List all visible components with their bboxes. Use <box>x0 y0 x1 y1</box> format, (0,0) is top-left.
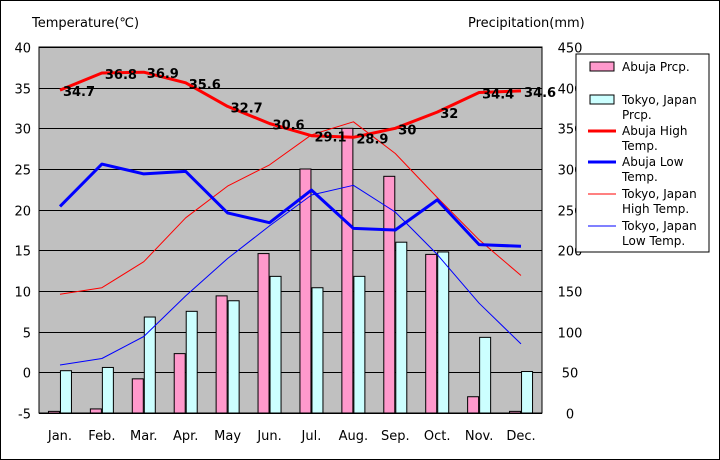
x-tick-label: Mar. <box>130 429 157 444</box>
bar-abuja-prcp <box>341 127 354 414</box>
abuja-high-data-label: 34.7 <box>63 85 95 100</box>
x-tick-label: Dec. <box>506 429 535 444</box>
y-tick-label: 5 <box>23 327 31 342</box>
bar-tokyo-prcp <box>143 316 156 414</box>
legend-swatch <box>589 94 615 105</box>
abuja-high-data-label: 35.6 <box>189 78 221 93</box>
bar-tokyo-prcp <box>521 371 534 414</box>
legend-swatch <box>589 61 615 72</box>
bar-abuja-prcp <box>47 410 60 414</box>
x-tick-label: Apr. <box>173 429 198 444</box>
bar-tokyo-prcp <box>437 251 450 414</box>
x-tick-label: Jun. <box>256 429 281 444</box>
y-tick-label: 0 <box>23 367 31 382</box>
x-tick-label: Jan. <box>47 429 72 444</box>
abuja-high-data-label: 28.9 <box>356 132 388 147</box>
bar-tokyo-prcp <box>353 275 366 414</box>
bar-abuja-prcp <box>467 396 480 414</box>
y-axis-title: Temperature(℃) <box>31 16 139 31</box>
bar-tokyo-prcp <box>395 241 408 414</box>
bar-tokyo-prcp <box>101 366 114 414</box>
data-labels: 34.7 36.8 36.9 35.6 32.7 30.6 29.1 28.9 30 32 34.4… <box>63 67 556 147</box>
abuja-high-data-label: 34.4 <box>482 88 514 103</box>
abuja-high-data-label: 30.6 <box>273 118 305 133</box>
legend-box <box>575 53 710 253</box>
y-tick-label: 35 <box>14 83 31 98</box>
bars <box>47 127 534 414</box>
bar-tokyo-prcp <box>59 370 72 414</box>
bar-tokyo-prcp <box>311 287 324 414</box>
bar-abuja-prcp <box>509 410 522 414</box>
x-tick-label: Jul. <box>301 429 322 444</box>
x-tick-label: May <box>214 429 241 444</box>
plot-area <box>38 46 543 414</box>
bar-tokyo-prcp <box>227 300 240 414</box>
legend-label: Abuja Prcp. <box>622 60 690 74</box>
gridlines <box>39 47 542 414</box>
x-tick-label: Feb. <box>88 429 115 444</box>
legend-label: Abuja Low Temp. <box>621 155 684 184</box>
bar-tokyo-prcp <box>479 336 492 414</box>
y-tick-label: -5 <box>18 408 31 423</box>
y2-tick-label: 150 <box>558 286 583 301</box>
y-tick-label: 30 <box>14 123 31 138</box>
abuja-high-data-label: 36.8 <box>105 68 137 83</box>
abuja-high-data-label: 29.1 <box>314 131 346 146</box>
y-tick-label: 10 <box>14 286 31 301</box>
lines <box>58 70 522 366</box>
abuja-high-data-label: 34.6 <box>524 86 556 101</box>
x-tick-label: Nov. <box>465 429 494 444</box>
bar-abuja-prcp <box>173 353 186 414</box>
bar-abuja-prcp <box>425 253 438 414</box>
abuja-high-line <box>59 70 522 139</box>
axes: Temperature(℃) Precipitation(mm) -5 0 5 10 1… <box>14 16 584 444</box>
legend-label: Abuja High Temp. <box>621 124 688 153</box>
bar-tokyo-prcp <box>269 275 282 414</box>
x-tick-label: Aug. <box>339 429 369 444</box>
legend-label: Tokyo, Japan High Temp. <box>621 187 697 216</box>
abuja-high-data-label: 32 <box>440 107 458 122</box>
legend-label: Tokyo, Japan Low Temp. <box>621 219 697 248</box>
bar-abuja-prcp <box>89 408 102 414</box>
abuja-high-data-label: 32.7 <box>231 101 263 116</box>
bar-tokyo-prcp <box>185 310 198 414</box>
legend-label: Tokyo, Japan Prcp. <box>621 93 697 122</box>
abuja-low-line <box>58 162 522 248</box>
tokyo-low-line <box>59 184 522 366</box>
y-tick-label: 20 <box>14 205 31 220</box>
tokyo-high-line <box>59 121 522 295</box>
y-tick-label: 15 <box>14 245 31 260</box>
y-tick-label: 25 <box>14 164 31 179</box>
y2-tick-label: 100 <box>558 327 583 342</box>
y2-tick-label: 0 <box>566 408 574 423</box>
y-tick-label: 40 <box>14 42 31 57</box>
y2-tick-label: 450 <box>558 42 583 57</box>
abuja-high-data-label: 30 <box>398 123 416 138</box>
y2-axis-title: Precipitation(mm) <box>468 16 585 31</box>
abuja-high-data-label: 36.9 <box>147 67 179 82</box>
bar-abuja-prcp <box>215 295 228 414</box>
bar-abuja-prcp <box>257 253 270 414</box>
bar-abuja-prcp <box>383 175 396 414</box>
x-tick-label: Sep. <box>381 429 410 444</box>
x-tick-label: Oct. <box>424 429 451 444</box>
bar-abuja-prcp <box>131 378 144 414</box>
legend: Abuja Prcp. Tokyo, Japan Prcp.Abuja High Te… <box>575 53 710 253</box>
y2-tick-label: 50 <box>562 367 579 382</box>
bar-abuja-prcp <box>299 168 312 414</box>
